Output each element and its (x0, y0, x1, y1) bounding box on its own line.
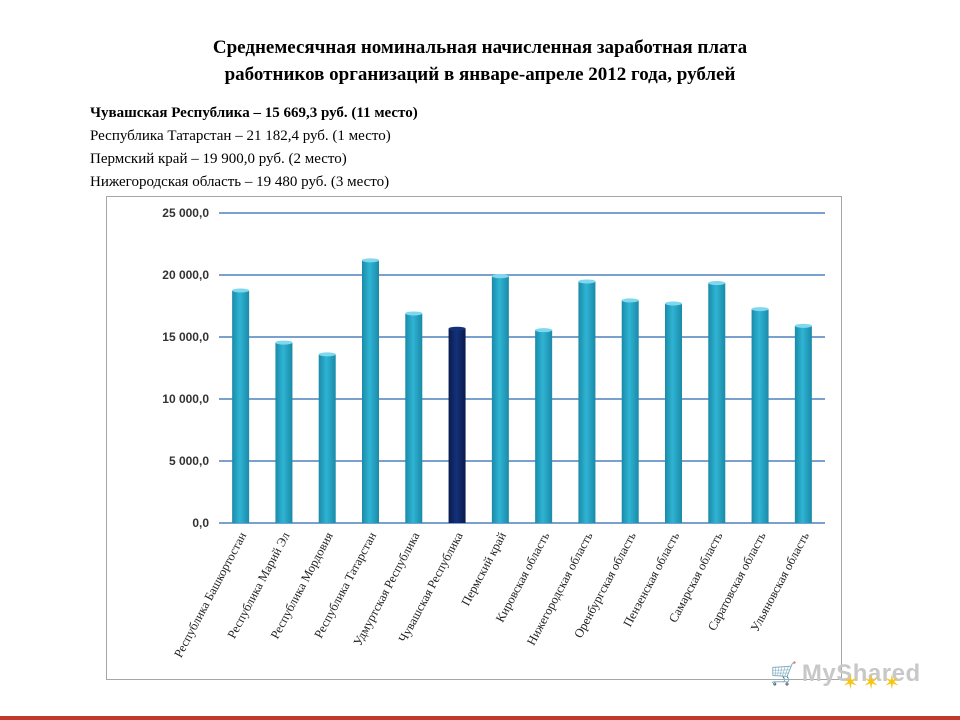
bar (232, 290, 250, 523)
bar (665, 303, 682, 523)
bar-top (362, 258, 379, 263)
y-tick-label: 15 000,0 (162, 330, 209, 344)
watermark-logo: 🛒 MyShared (770, 660, 921, 688)
bar-chart: 0,0 5 000,0 10 000,0 15 000,0 20 000,0 25 000… (162, 206, 825, 660)
bar-top (708, 281, 726, 286)
bar (578, 281, 596, 523)
y-tick-label: 20 000,0 (162, 268, 209, 282)
bar (362, 260, 379, 523)
bar (794, 325, 812, 523)
bar (448, 328, 466, 523)
bar (535, 330, 553, 523)
bar-top (405, 311, 423, 316)
cart-icon: 🛒 (770, 661, 798, 686)
bar-top (535, 328, 553, 333)
bar-top (448, 326, 466, 331)
decorative-stars-icon: ✶✶✶ (842, 670, 905, 694)
bar-top (275, 340, 293, 345)
note-tatarstan: Республика Татарстан – 21 182,4 руб. (1 … (90, 128, 391, 144)
bar-top (232, 288, 250, 293)
bar-top (491, 274, 509, 279)
note-chuvashia: Чувашская Республика – 15 669,3 руб. (11… (90, 105, 418, 121)
bar-top (665, 301, 682, 306)
y-tick-label: 0,0 (192, 516, 209, 530)
chart-frame: 0,0 5 000,0 10 000,0 15 000,0 20 000,0 25 000… (106, 196, 842, 680)
y-tick-label: 25 000,0 (162, 206, 209, 220)
bar (621, 300, 639, 523)
bar-top (794, 323, 812, 328)
chart-title: Среднемесячная номинальная начисленная з… (110, 34, 850, 88)
bar (751, 309, 769, 523)
bar (491, 276, 509, 523)
bar-top (578, 279, 596, 284)
chart-title-line-1: Среднемесячная номинальная начисленная з… (212, 37, 748, 58)
note-nizhny-novgorod: Нижегородская область – 19 480 руб. (3 м… (90, 174, 390, 190)
bar (405, 313, 423, 523)
bar (708, 283, 726, 523)
x-tick-label: Республика Башкортостан (171, 530, 249, 660)
summary-notes: Чувашская Республика – 15 669,3 руб. (11… (90, 102, 418, 194)
bar-top (318, 352, 336, 357)
bar-top (751, 307, 769, 312)
bar (275, 342, 293, 523)
watermark-text: MyShared (801, 660, 921, 687)
bar (318, 354, 336, 523)
y-tick-label: 10 000,0 (162, 392, 209, 406)
x-tick-label: Пермский край (459, 530, 510, 609)
footer-bar (0, 716, 960, 720)
note-perm: Пермский край – 19 900,0 руб. (2 место) (90, 151, 347, 167)
bar-top (621, 298, 639, 303)
y-tick-label: 5 000,0 (169, 454, 209, 468)
chart-title-line-2: работников организаций в январе-апреле 2… (224, 64, 736, 85)
